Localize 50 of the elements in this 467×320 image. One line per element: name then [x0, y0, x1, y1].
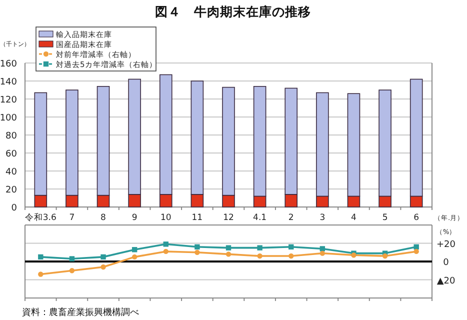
x-tick-label: 9 — [132, 213, 138, 223]
point — [163, 248, 168, 254]
point — [414, 248, 419, 254]
point — [100, 254, 106, 260]
point — [226, 252, 232, 257]
x-tick-label: 10 — [160, 213, 172, 223]
text: 資料：農畜産業振興機構調べ — [22, 307, 139, 318]
point — [288, 244, 294, 250]
point — [414, 244, 419, 250]
point — [257, 245, 262, 250]
point — [320, 246, 326, 252]
x-tick-label: 令和3.6 — [24, 212, 56, 223]
point — [226, 245, 232, 250]
y-tick-label: 20 — [6, 186, 18, 196]
y-tick-label: 40 — [6, 168, 18, 178]
x-tick-label: 3 — [320, 213, 326, 223]
x-tick-label: 12 — [223, 213, 234, 223]
point — [194, 250, 200, 255]
point — [163, 242, 168, 247]
point — [38, 254, 44, 260]
y-tick-label: 140 — [0, 78, 18, 88]
x-tick-label: 4 — [351, 213, 356, 223]
y-tick-label: ▲20 — [436, 276, 456, 286]
y-tick-label: 0 — [443, 258, 450, 268]
point — [257, 253, 262, 259]
point — [132, 254, 138, 260]
y-tick-label: 100 — [0, 114, 18, 124]
x-tick-label: 8 — [100, 213, 106, 223]
point — [288, 253, 294, 259]
point — [132, 247, 138, 252]
y-tick-label: 60 — [6, 150, 18, 160]
x-tick-label: 5 — [382, 213, 388, 223]
chart-title: 図４ 牛肉期末在庫の推移 — [155, 4, 311, 19]
point — [194, 244, 200, 250]
x-tick-label: 6 — [414, 213, 420, 223]
y-tick-label: 120 — [0, 96, 18, 106]
x-tick-label: 7 — [69, 213, 75, 223]
y-tick-label: +20 — [436, 240, 456, 250]
x-tick-label: 11 — [192, 213, 203, 223]
y-tick-label: 0 — [11, 204, 18, 214]
point — [38, 272, 44, 277]
point — [100, 264, 106, 270]
point — [382, 253, 388, 259]
x-tick-label: 4.1 — [253, 213, 267, 223]
point — [69, 268, 75, 274]
x-tick-label: 2 — [288, 213, 294, 223]
point — [69, 256, 75, 262]
y-tick-label: 160 — [0, 60, 18, 70]
point — [320, 250, 326, 256]
y-tick-label: 80 — [6, 132, 18, 142]
